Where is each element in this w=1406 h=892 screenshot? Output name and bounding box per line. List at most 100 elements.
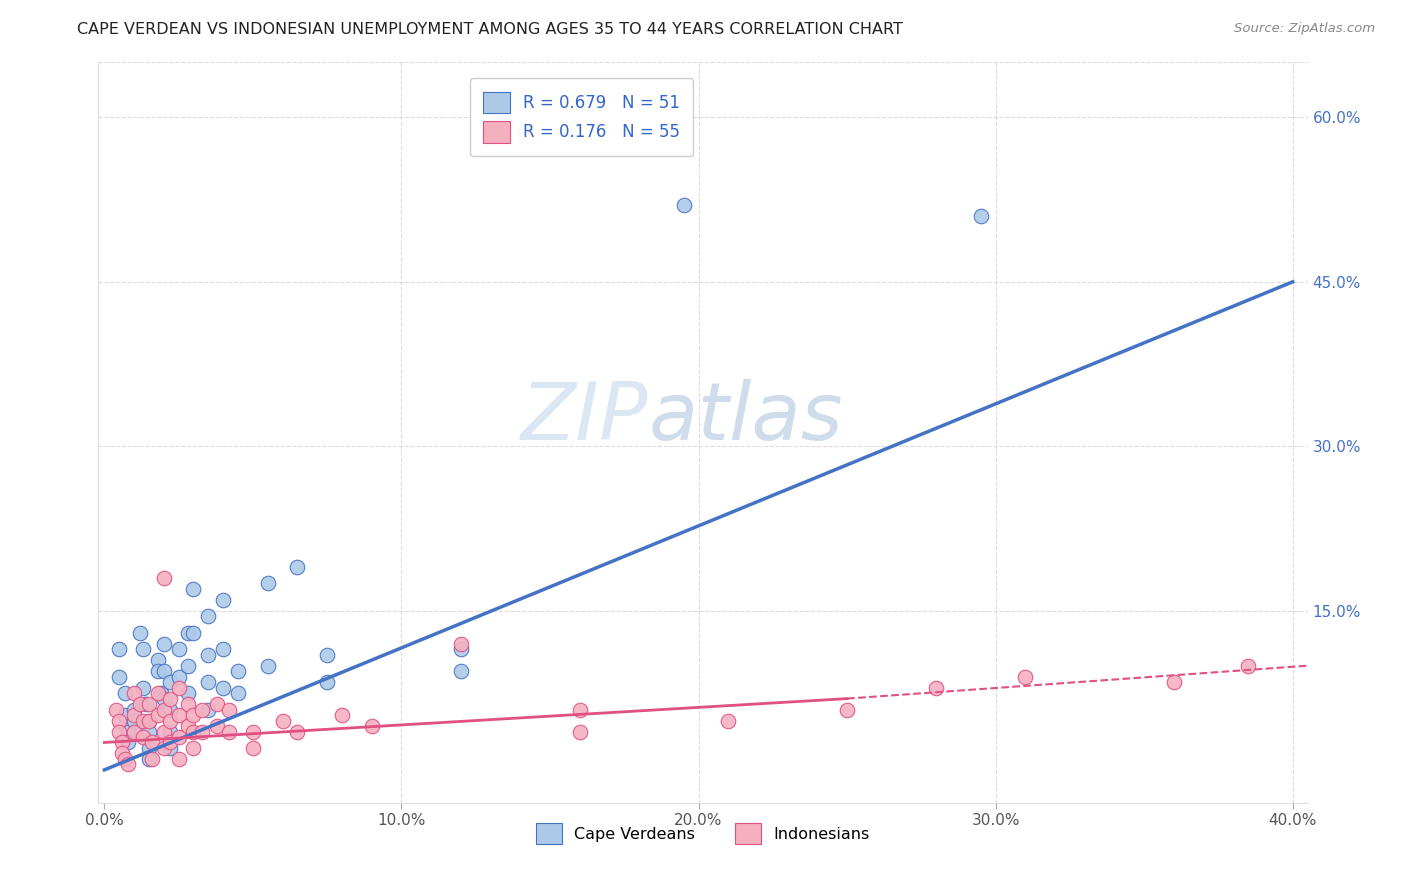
Point [117,735,139,749]
Point [167,670,190,684]
Point [176,625,198,640]
Point [132,730,155,744]
Point [141,752,163,766]
Point [132,642,155,657]
Point [122,702,145,716]
Point [146,708,169,723]
Point [360,719,382,733]
Text: atlas: atlas [648,379,844,457]
Point [450,637,472,651]
Point [167,681,190,695]
Point [330,708,353,723]
Point [105,702,128,716]
Point [218,702,240,716]
Point [122,708,145,723]
Point [108,642,131,657]
Point [152,724,174,739]
Point [122,724,145,739]
Point [108,670,131,684]
Point [117,724,139,739]
Point [672,198,695,212]
Point [138,724,160,739]
Point [152,691,174,706]
Point [1163,675,1185,690]
Point [226,664,249,678]
Text: ZIP: ZIP [522,379,648,457]
Point [129,625,152,640]
Point [717,714,740,728]
Point [141,735,163,749]
Point [197,609,219,624]
Point [207,719,229,733]
Point [129,697,152,711]
Point [218,724,240,739]
Point [226,686,249,700]
Point [135,697,157,711]
Point [159,702,181,716]
Point [183,625,205,640]
Point [152,571,174,585]
Point [149,686,172,700]
Point [132,714,155,728]
Text: CAPE VERDEAN VS INDONESIAN UNEMPLOYMENT AMONG AGES 35 TO 44 YEARS CORRELATION CH: CAPE VERDEAN VS INDONESIAN UNEMPLOYMENT … [77,22,903,37]
Point [316,675,339,690]
Point [1014,670,1036,684]
Point [212,681,235,695]
Point [183,724,205,739]
Point [108,714,131,728]
Point [152,741,174,756]
Point [176,697,198,711]
Point [138,752,160,766]
Point [197,702,219,716]
Point [191,724,214,739]
Point [146,664,169,678]
Point [925,681,948,695]
Point [159,691,181,706]
Point [111,747,134,761]
Point [191,702,214,716]
Point [138,714,160,728]
Point [159,714,181,728]
Point [159,675,181,690]
Point [138,714,160,728]
Point [176,658,198,673]
Point [167,752,190,766]
Point [114,752,136,766]
Point [450,664,472,678]
Point [835,702,858,716]
Point [197,648,219,662]
Point [256,576,278,591]
Point [287,724,309,739]
Point [568,724,591,739]
Point [132,681,155,695]
Point [159,724,181,739]
Point [114,708,136,723]
Point [122,714,145,728]
Point [1237,658,1260,673]
Point [152,637,174,651]
Point [138,697,160,711]
Point [212,642,235,657]
Point [167,708,190,723]
Point [167,730,190,744]
Point [152,702,174,716]
Point [183,741,205,756]
Point [450,642,472,657]
Point [111,735,134,749]
Point [176,719,198,733]
Point [256,658,278,673]
Point [152,664,174,678]
Point [138,741,160,756]
Point [183,582,205,596]
Point [568,702,591,716]
Point [122,686,145,700]
Point [242,741,264,756]
Point [117,757,139,772]
Point [159,735,181,749]
Point [197,675,219,690]
Text: Source: ZipAtlas.com: Source: ZipAtlas.com [1234,22,1375,36]
Point [114,686,136,700]
Point [316,648,339,662]
Point [207,697,229,711]
Point [271,714,294,728]
